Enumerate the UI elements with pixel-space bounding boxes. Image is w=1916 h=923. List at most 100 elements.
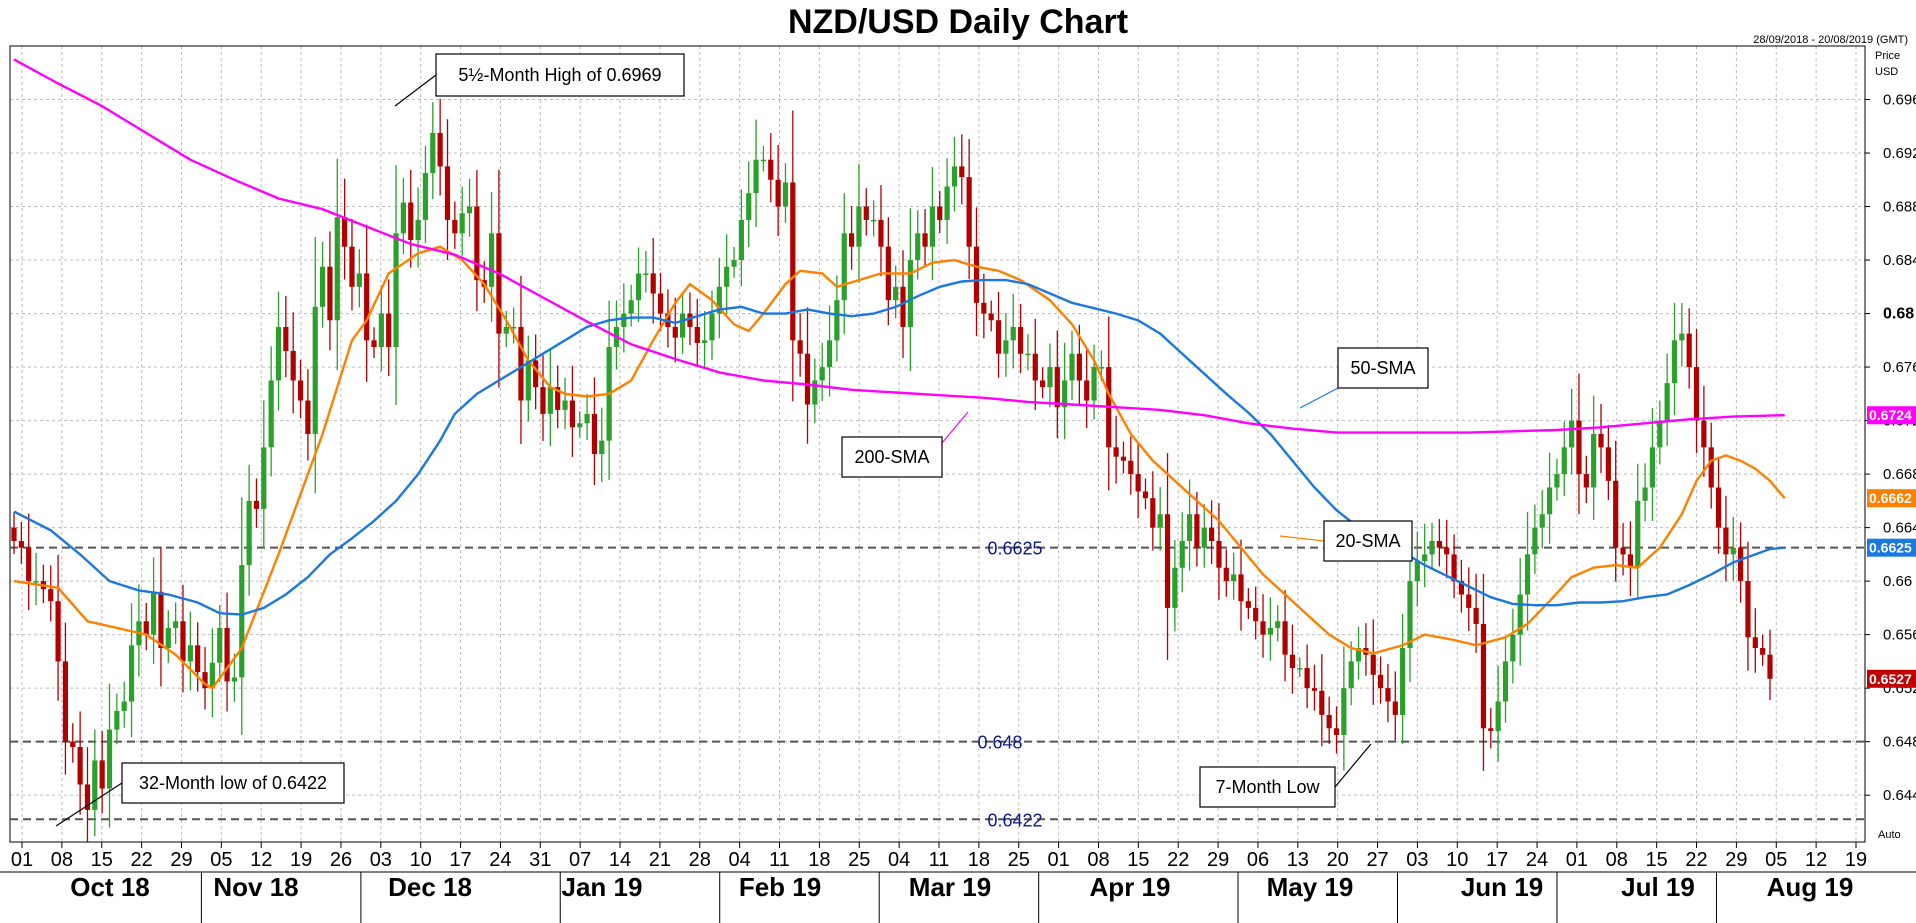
candle-down: [1040, 380, 1046, 388]
y-tick-label: 0.688: [1883, 199, 1916, 216]
candle-down: [848, 233, 855, 247]
y-tick-label: 0.696: [1883, 92, 1916, 109]
y-axis: 0.6440.6480.6520.6560.660.6640.6680.6720…: [1865, 92, 1916, 804]
candle-up: [1642, 487, 1648, 501]
x-tick-label: 20: [1327, 849, 1349, 871]
candle-down: [1723, 527, 1729, 555]
candle-up: [577, 423, 583, 428]
x-tick-label: 17: [449, 849, 471, 871]
candle-down: [1451, 554, 1457, 582]
level-label: 0.6625: [987, 539, 1042, 559]
candle-down: [1289, 654, 1296, 669]
candle-down: [1128, 460, 1134, 475]
candle-up: [400, 202, 407, 234]
candle-down: [1627, 554, 1634, 568]
month-label: Mar 19: [909, 872, 991, 902]
candle-down: [1209, 527, 1215, 541]
candle-up: [150, 591, 157, 635]
candle-up: [1569, 420, 1575, 448]
candle-up: [459, 213, 465, 234]
candle-up: [319, 266, 326, 307]
price-tag: [1867, 489, 1916, 508]
candle-up: [709, 313, 715, 341]
candle-down: [202, 672, 208, 689]
candle-down: [540, 387, 546, 414]
x-tick-label: 22: [130, 849, 152, 871]
candle-up: [415, 219, 421, 240]
200sma-annotation-box: [841, 436, 943, 478]
candle-up: [128, 645, 135, 702]
candle-down: [1032, 353, 1038, 381]
x-tick-label: 19: [1845, 849, 1867, 871]
candle-down: [327, 266, 333, 321]
candle-down: [1333, 728, 1340, 735]
price-tag: [1867, 538, 1916, 557]
candle-down: [1084, 380, 1090, 401]
20sma-annotation-text: 20-SMA: [1335, 531, 1400, 551]
candle-up: [738, 219, 744, 261]
x-tick-label: 31: [529, 849, 551, 871]
candle-down: [1458, 581, 1465, 595]
candle-up: [114, 710, 120, 730]
candle-down: [349, 246, 355, 287]
50sma-annotation-leader: [1299, 387, 1339, 409]
candle-down: [900, 286, 906, 327]
candle-up: [1532, 527, 1538, 555]
x-tick-label: 25: [1008, 849, 1030, 871]
candle-down: [290, 351, 296, 381]
candle-down: [452, 219, 458, 234]
candle-up: [261, 447, 267, 509]
candle-down: [180, 621, 186, 662]
candle-up: [1422, 554, 1428, 562]
low32-annotation-text: 32-Month low of 0.6422: [139, 773, 327, 793]
candle-down: [1253, 607, 1259, 622]
low7-annotation-box: [1199, 766, 1336, 808]
candle-down: [1583, 474, 1589, 488]
month-label: Oct 18: [70, 872, 150, 902]
price-tag-label: 0.6662: [1869, 490, 1912, 506]
candle-up: [724, 266, 730, 287]
candle-down: [1245, 601, 1251, 608]
20sma-annotation-box: [1323, 520, 1413, 562]
candle-up: [643, 273, 649, 275]
20sma-annotation-leader: [1279, 535, 1325, 542]
candle-down: [70, 741, 76, 748]
candle-up: [217, 627, 223, 663]
candle-up: [1495, 701, 1501, 731]
candle-up: [334, 217, 340, 321]
candle-up: [466, 206, 473, 214]
x-tick-label: 28: [689, 849, 711, 871]
candle-down: [797, 340, 803, 354]
candlesticks: [11, 98, 1773, 842]
x-tick-label: 12: [1805, 849, 1827, 871]
x-tick-label: 10: [410, 849, 432, 871]
candle-up: [599, 440, 605, 455]
x-tick-label: 08: [1606, 849, 1628, 871]
candle-down: [672, 326, 678, 338]
candle-up: [393, 233, 399, 348]
candle-up: [239, 565, 245, 678]
x-axis: 01 08 15 22 29 05 12 19 26 03 10 17 24 31 07 14 21 28 04 11…: [0, 842, 1916, 923]
candle-up: [1546, 487, 1553, 515]
y-tick-label: 0.644: [1883, 787, 1916, 804]
candle-down: [1613, 480, 1619, 548]
x-tick-label: 10: [1446, 849, 1468, 871]
month-label: Apr 19: [1090, 872, 1171, 902]
candle-down: [1686, 333, 1692, 368]
candle-down: [1701, 420, 1707, 448]
candle-down: [1150, 498, 1156, 528]
y-tick-label: 0.664: [1883, 520, 1916, 537]
month-label: Nov 18: [213, 872, 298, 902]
x-tick-label: 08: [51, 849, 73, 871]
x-tick-label: 05: [1765, 849, 1787, 871]
candle-up: [488, 233, 495, 287]
candle-down: [1738, 547, 1744, 582]
high-annotation-box: [435, 53, 685, 97]
candle-down: [62, 661, 69, 742]
y-tick-label: 0.668: [1883, 466, 1916, 483]
candle-down: [878, 219, 884, 247]
candle-down: [195, 645, 201, 673]
chart-title: NZD/USD Daily Chart: [788, 3, 1128, 41]
candle-down: [1767, 654, 1773, 679]
